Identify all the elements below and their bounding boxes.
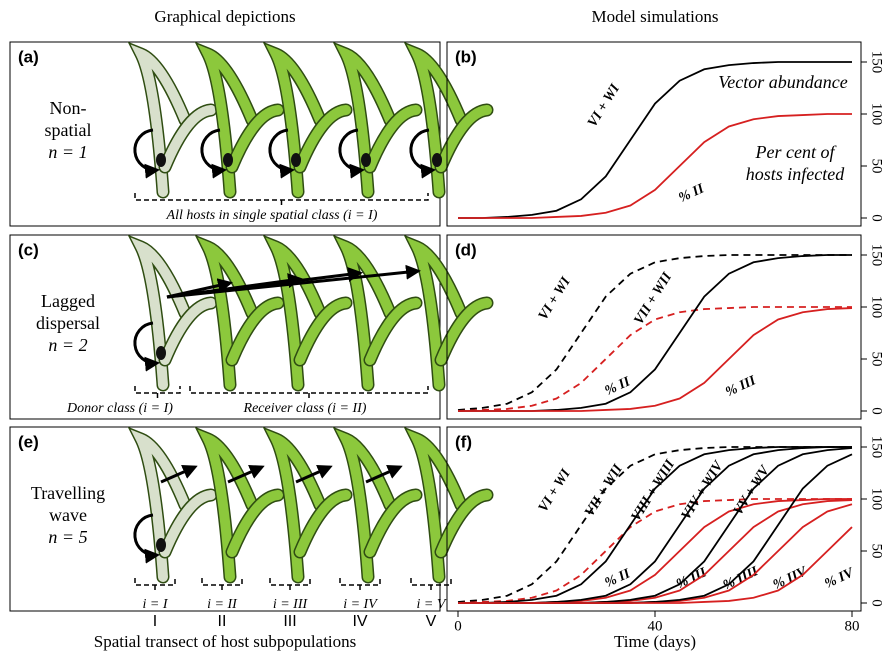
series-label: VI + WI — [536, 466, 574, 515]
panel-label: (a) — [18, 47, 39, 66]
series-label: VIII + WIII — [629, 457, 679, 524]
figure: Graphical depictions Model simulations S… — [0, 0, 888, 654]
series-line — [458, 499, 852, 603]
vector-insect — [223, 153, 233, 167]
series-line — [458, 499, 852, 603]
series-label: VII + WII — [632, 270, 676, 328]
class-label: I — [153, 613, 157, 630]
bracket — [135, 578, 175, 591]
series-label: VIV + WIV — [679, 458, 727, 523]
bracket — [411, 578, 451, 591]
series-label: % III — [674, 565, 709, 592]
panel-caption: All hosts in single spatial class (i = I… — [166, 208, 378, 223]
y-tick-label: 150 — [869, 244, 885, 267]
series-label: VI + WI — [585, 81, 623, 130]
y-tick-label: 50 — [869, 544, 885, 559]
panel-text: wave — [49, 505, 87, 525]
annotation: hosts infected — [746, 164, 845, 184]
series-label: % IV — [823, 565, 858, 592]
panel-caption: i = I — [143, 597, 169, 612]
y-tick-label: 100 — [869, 103, 885, 126]
panel-caption: i = V — [417, 597, 447, 612]
panel-text: spatial — [45, 120, 92, 140]
y-tick-label: 150 — [869, 51, 885, 74]
series-label: % III — [723, 373, 758, 400]
series-label: % IIV — [771, 564, 811, 593]
transect-title: Spatial transect of host subpopulations — [94, 632, 357, 651]
panel-label: (c) — [18, 240, 39, 259]
series-label: % IIII — [721, 564, 761, 593]
series-label: VI + WI — [536, 274, 574, 323]
panel-text: dispersal — [36, 313, 100, 333]
bracket — [340, 578, 380, 591]
panel-label: (f) — [455, 432, 472, 451]
vector-insect — [156, 346, 166, 360]
x-tick-label: 80 — [845, 618, 860, 634]
class-label: III — [283, 613, 296, 630]
panel-caption: Donor class (i = I) — [66, 401, 173, 416]
panel-text: Non- — [50, 98, 87, 118]
series-label: % II — [677, 181, 707, 206]
panel-caption: i = III — [273, 597, 309, 612]
y-tick-label: 0 — [869, 599, 885, 607]
class-label: IV — [352, 613, 367, 630]
y-tick-label: 50 — [869, 159, 885, 174]
column-title: Graphical depictions — [154, 7, 295, 26]
series-label: % II — [603, 374, 633, 399]
panel-frame — [447, 42, 861, 226]
series-line — [458, 255, 852, 410]
series-label: VII + WII — [582, 462, 626, 520]
vector-insect — [156, 153, 166, 167]
series-line — [458, 504, 852, 603]
panel-text: n = 5 — [48, 527, 87, 547]
y-tick-label: 50 — [869, 352, 885, 367]
vector-insect — [291, 153, 301, 167]
panel-text: Lagged — [41, 291, 95, 311]
class-label: V — [426, 613, 437, 630]
y-tick-label: 100 — [869, 296, 885, 319]
series-line — [458, 500, 852, 603]
panel-label: (e) — [18, 432, 39, 451]
panel-text: n = 1 — [48, 142, 87, 162]
series-label: VV + WV — [731, 462, 774, 518]
y-tick-label: 150 — [869, 436, 885, 459]
y-tick-label: 0 — [869, 214, 885, 222]
annotation: Vector abundance — [718, 72, 847, 92]
panel-caption: Receiver class (i = II) — [243, 401, 367, 416]
column-title: Model simulations — [591, 7, 718, 26]
panel-text: Travelling — [31, 483, 105, 503]
vector-insect — [432, 153, 442, 167]
x-tick-label: 0 — [454, 618, 462, 634]
panel-label: (d) — [455, 240, 477, 259]
panel-caption: i = IV — [343, 597, 378, 612]
y-tick-label: 100 — [869, 488, 885, 511]
vector-insect — [156, 538, 166, 552]
panel-label: (b) — [455, 47, 477, 66]
series-label: % II — [603, 566, 633, 591]
vector-insect — [361, 153, 371, 167]
annotation: Per cent of — [755, 142, 838, 162]
panel-text: n = 2 — [48, 335, 87, 355]
x-axis-label: Time (days) — [614, 632, 696, 651]
bracket — [135, 193, 428, 206]
series-line — [458, 308, 852, 411]
class-label: II — [218, 613, 227, 630]
bracket — [270, 578, 310, 591]
series-line — [458, 255, 852, 411]
panel-caption: i = II — [207, 597, 238, 612]
bracket — [202, 578, 242, 591]
series-line — [458, 307, 852, 411]
y-tick-label: 0 — [869, 407, 885, 415]
